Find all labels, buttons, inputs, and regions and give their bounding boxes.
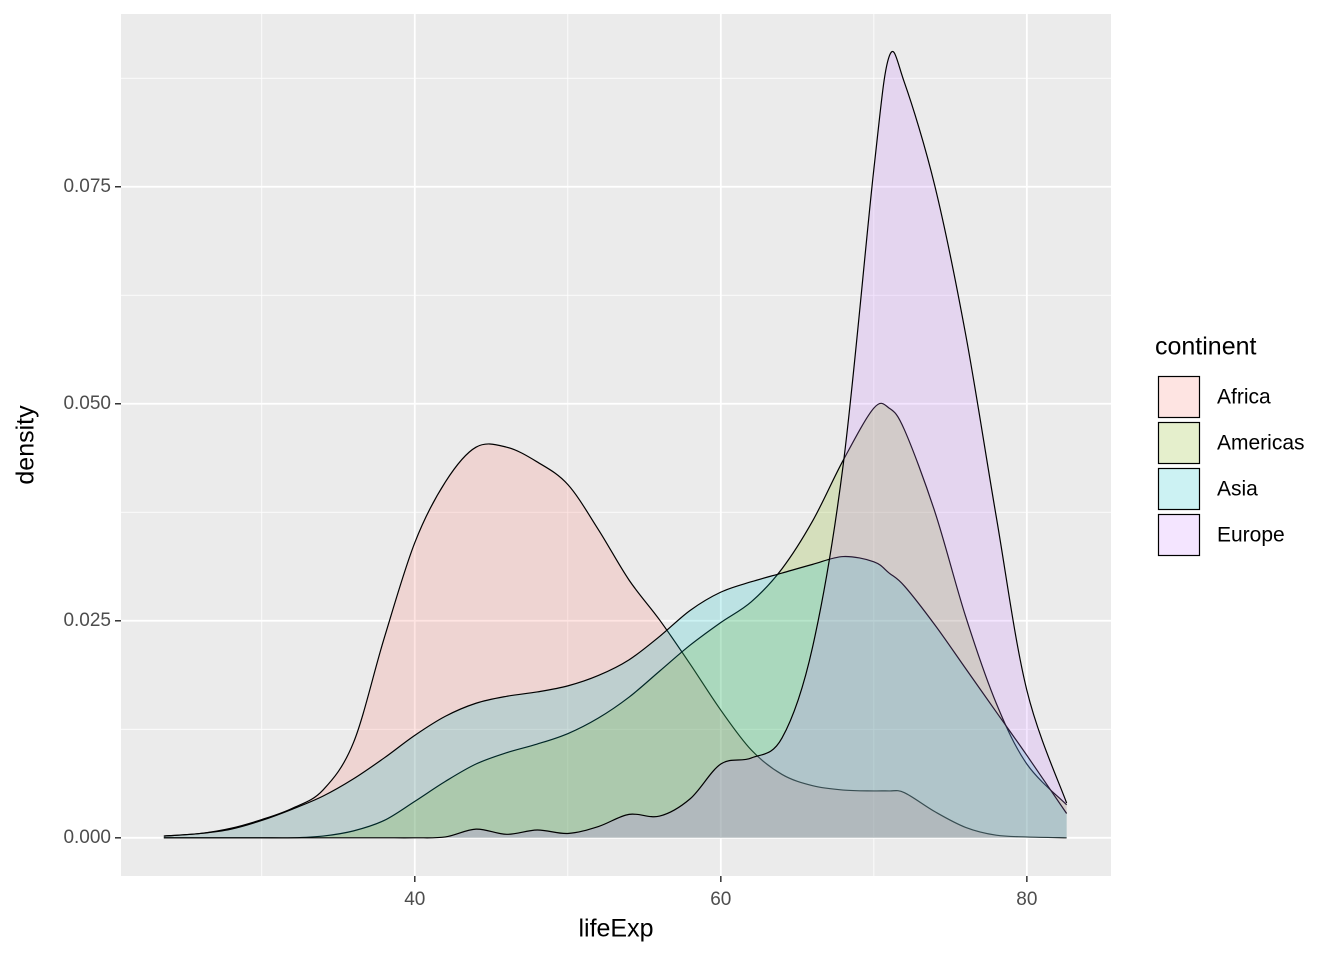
density-line bbox=[163, 402, 1068, 839]
plot-panel bbox=[121, 14, 1111, 876]
legend-key-bg bbox=[1158, 376, 1200, 418]
y-tick-label: 0.050 bbox=[63, 393, 111, 414]
legend-label: Africa bbox=[1217, 386, 1271, 409]
x-tick-label: 80 bbox=[1016, 889, 1037, 910]
legend-label: Asia bbox=[1217, 478, 1258, 501]
legend-title: continent bbox=[1155, 333, 1257, 361]
x-tick-label: 60 bbox=[710, 889, 731, 910]
y-axis-title: density bbox=[12, 405, 40, 485]
density-area bbox=[163, 403, 1067, 838]
density-line bbox=[163, 50, 1068, 839]
y-tick-label: 0.075 bbox=[63, 176, 111, 197]
legend-key bbox=[1157, 513, 1201, 557]
density-area bbox=[163, 443, 1067, 838]
legend-key bbox=[1157, 375, 1201, 419]
density-line bbox=[163, 555, 1068, 837]
x-tick-label: 40 bbox=[404, 889, 425, 910]
legend-key-bg bbox=[1158, 422, 1200, 464]
legend-key-bg bbox=[1158, 514, 1200, 556]
density-line bbox=[163, 443, 1067, 839]
density-area bbox=[163, 556, 1067, 838]
legend-label: Americas bbox=[1217, 432, 1305, 455]
y-tick-label: 0.025 bbox=[63, 610, 111, 631]
legend-label: Europe bbox=[1217, 524, 1285, 547]
y-tick-label: 0.000 bbox=[63, 827, 111, 848]
legend-key bbox=[1157, 421, 1201, 465]
legend-key-bg bbox=[1158, 468, 1200, 510]
legend-key bbox=[1157, 467, 1201, 511]
x-axis-title: lifeExp bbox=[578, 915, 653, 943]
density-area bbox=[163, 51, 1067, 838]
